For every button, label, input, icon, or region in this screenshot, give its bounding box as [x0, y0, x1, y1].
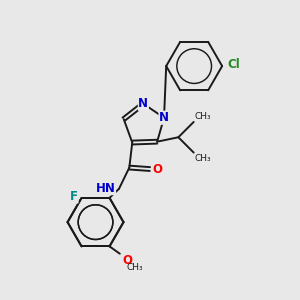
Text: HN: HN: [96, 182, 116, 195]
Text: CH₃: CH₃: [126, 263, 143, 272]
Text: O: O: [153, 163, 163, 176]
Text: O: O: [122, 254, 132, 267]
Text: N: N: [159, 111, 169, 124]
Text: CH₃: CH₃: [195, 154, 211, 163]
Text: N: N: [138, 97, 148, 110]
Text: Cl: Cl: [227, 58, 240, 71]
Text: CH₃: CH₃: [195, 112, 211, 121]
Text: F: F: [70, 190, 78, 203]
